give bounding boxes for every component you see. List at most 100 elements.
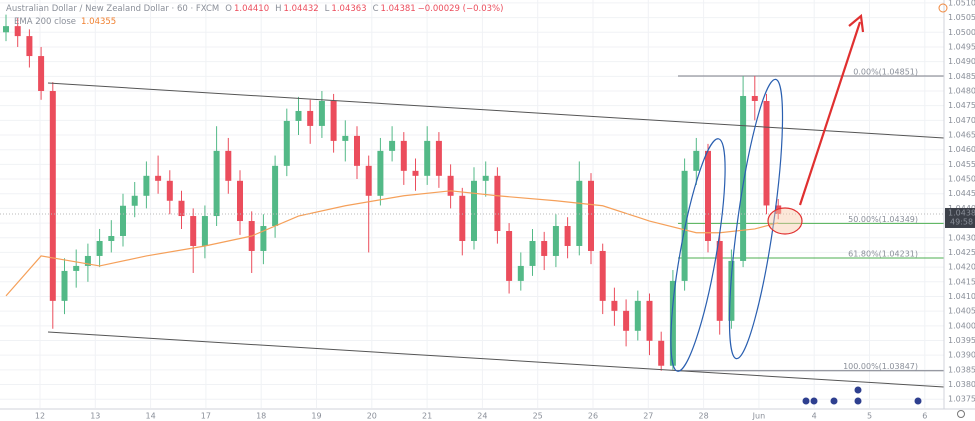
quote-item: O (225, 4, 232, 14)
y-tick-label: 1.03750 (948, 395, 975, 404)
candle-body (716, 240, 723, 321)
x-tick-label: 4 (812, 412, 817, 421)
candle-body (646, 300, 653, 341)
event-icon (914, 397, 922, 405)
candle-body (541, 240, 548, 256)
candle-body (342, 135, 349, 141)
candle-body (3, 26, 9, 33)
candle-body (26, 36, 33, 57)
channel-top (47, 82, 945, 139)
candle-body (412, 170, 419, 176)
y-tick-label: 1.04150 (948, 277, 975, 286)
y-tick-label: 1.04100 (948, 292, 975, 301)
quote-item: −0.00029 (−0.03%) (418, 4, 504, 14)
candle-body (84, 255, 91, 266)
candle-body (588, 180, 594, 251)
candle-body (693, 150, 700, 171)
drawings (47, 13, 945, 388)
candle-body (775, 205, 782, 214)
candle-body (529, 240, 536, 266)
candle-body (201, 216, 208, 246)
fib-label: 50.00%(1.04349) (848, 215, 918, 224)
candle-body (740, 95, 747, 261)
quote-item: H (275, 4, 281, 14)
indicator-legend: EMA 200 close 1.04355 (14, 17, 116, 27)
candle-body (61, 270, 68, 301)
arrow-head (848, 13, 865, 33)
y-tick-label: 1.05100 (948, 0, 975, 7)
candle-body (295, 110, 302, 121)
x-tick-label: 5 (867, 412, 872, 421)
candle-body (447, 175, 454, 196)
candle-body (658, 340, 665, 366)
y-tick-label: 1.04600 (948, 145, 975, 154)
event-icons (802, 386, 922, 405)
candle-body (365, 165, 372, 196)
candle-body (506, 231, 513, 281)
x-tick-label: 6 (922, 412, 927, 421)
y-tick-label: 1.04300 (948, 233, 975, 242)
y-tick-label: 1.05000 (948, 28, 975, 37)
plot: 0.00%(1.04851) 50.00%(1.04349) 61.80%(1.04… (0, 14, 944, 372)
quote-item: 1.04363 (331, 4, 366, 14)
x-tick-label: 26 (588, 412, 598, 421)
x-tick-label: 27 (643, 412, 653, 421)
fib-label: 0.00%(1.04851) (853, 68, 918, 77)
x-tick-label: 19 (311, 412, 321, 421)
x-tick-label: 24 (477, 412, 487, 421)
symbol: Australian Dollar / New Zealand Dollar ·… (6, 4, 219, 14)
candle-body (576, 180, 583, 246)
y-tick-label: 1.04850 (948, 72, 975, 81)
candle-body (131, 195, 138, 206)
candle-body (482, 175, 489, 181)
x-tick-label: 25 (533, 412, 543, 421)
alert-icon[interactable] (938, 3, 948, 13)
x-tick-label: 13 (90, 412, 100, 421)
candle-body (38, 56, 45, 91)
indicator-value: 1.04355 (81, 17, 116, 27)
candle-body (471, 180, 477, 241)
quote-item: L (325, 4, 330, 14)
candle-body (751, 95, 758, 101)
event-icon (854, 386, 862, 394)
y-tick-label: 1.03950 (948, 336, 975, 345)
candle-body (213, 150, 220, 217)
candle-body (459, 195, 466, 241)
candle-body (73, 265, 80, 271)
price-tag-label: 1.04381 (948, 208, 975, 217)
event-icon (810, 397, 818, 405)
candle-body (354, 135, 360, 166)
candle-body (108, 235, 115, 241)
x-tick-label: 14 (146, 412, 156, 421)
x-tick-label: 21 (422, 412, 432, 421)
y-tick-label: 1.04550 (948, 160, 975, 169)
event-icon (854, 397, 862, 405)
x-tick-label: Jun (752, 412, 766, 421)
candle-body (494, 175, 501, 232)
candle-body (681, 170, 688, 281)
candle-body (669, 280, 676, 366)
y-tick-label: 1.03850 (948, 365, 975, 374)
candle-body (634, 300, 641, 331)
candle-body (190, 216, 197, 246)
y-tick-label: 1.04650 (948, 131, 975, 140)
candle-body (705, 150, 711, 241)
channel-bottom (47, 331, 945, 388)
target-circle (767, 207, 803, 235)
fib-label: 100.00%(1.03847) (843, 362, 918, 371)
candle-body (728, 260, 735, 321)
y-tick-label: 1.03800 (948, 380, 975, 389)
candle-body (14, 26, 21, 37)
candle-body (237, 180, 243, 222)
header: Australian Dollar / New Zealand Dollar ·… (6, 4, 503, 14)
y-tick-label: 1.04800 (948, 86, 975, 95)
candle-body (318, 100, 325, 126)
candle-body (517, 265, 524, 281)
candle-body (599, 250, 606, 301)
settings-icon[interactable] (957, 410, 965, 418)
candle-body (389, 140, 396, 151)
quote-item: 1.04432 (284, 4, 319, 14)
axes: 1.03750 1.03800 1.03850 1.03900 1.03950 1.040… (35, 0, 975, 421)
quote-item: 1.04381 (381, 4, 416, 14)
